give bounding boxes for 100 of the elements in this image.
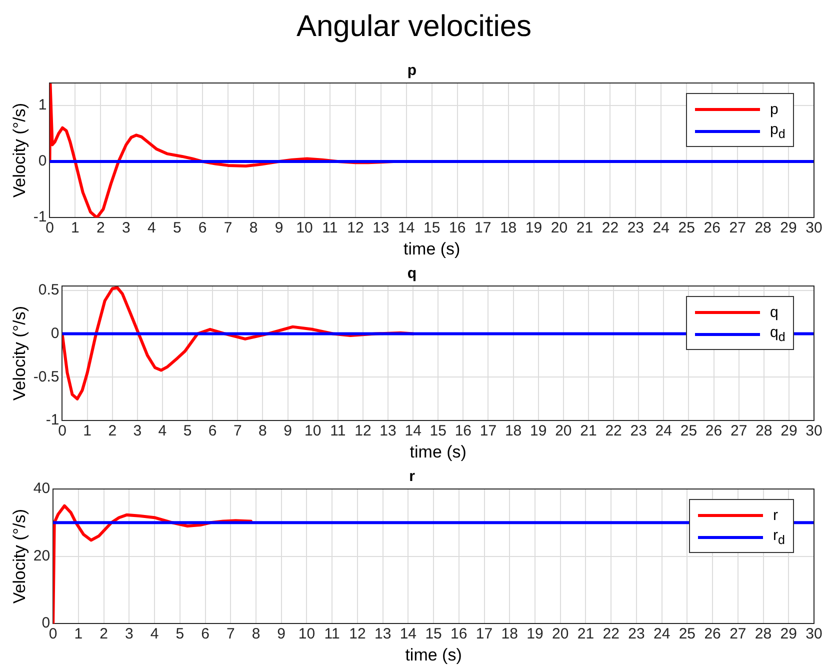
x-tick-label: 9 [284,422,292,440]
x-tick-label: 11 [324,626,340,643]
x-tick-label: 26 [705,422,722,440]
y-axis-title: Velocity (°/s) [10,508,29,604]
x-tick-label: 15 [424,220,440,237]
chart-subtitle: r [409,468,416,486]
x-tick-label: 17 [480,422,497,440]
x-tick-label: 5 [172,220,182,237]
x-tick-label: 24 [655,422,672,440]
x-tick-label: 8 [249,220,258,237]
x-tick-label: 27 [730,422,748,440]
y-tick-label: 40 [33,480,50,498]
x-tick-label: 24 [653,626,670,643]
x-tick-label: 12 [347,220,364,237]
x-tick-label: 29 [780,626,797,643]
x-tick-label: 29 [780,422,798,440]
x-tick-label: 3 [122,220,130,237]
x-tick-label: 20 [555,422,572,440]
legend-label: p$_{d}$ [770,121,786,141]
x-tick-label: 4 [150,626,159,643]
y-tick-label: -0.5 [33,368,60,386]
legend-label: q [770,304,778,320]
x-tick-label: 8 [252,626,260,643]
chart-subtitle: p [407,62,417,80]
x-tick-label: 9 [274,220,284,237]
y-tick-label: 20 [33,547,50,564]
x-tick-label: 30 [806,220,822,237]
x-tick-label: 19 [530,422,547,440]
x-tick-label: 19 [526,626,544,643]
x-tick-label: 30 [806,422,822,440]
x-tick-label: 10 [304,422,322,440]
x-tick-label: 5 [176,626,184,643]
x-tick-label: 22 [602,220,619,237]
x-tick-label: 14 [398,220,415,237]
x-tick-label: 8 [258,422,267,440]
legend-label: p [770,100,778,118]
x-axis-title: time (s) [410,442,466,462]
x-tick-label: 12 [349,626,366,643]
x-tick-label: 16 [449,220,466,237]
x-tick-label: 18 [501,626,518,643]
x-tick-label: 2 [96,220,105,237]
x-tick-label: 13 [372,220,390,237]
x-tick-label: 21 [577,626,594,643]
x-tick-label: 3 [125,626,134,643]
y-tick-label: 0.5 [38,281,60,298]
chart-title: Angular velocities [295,10,533,44]
x-tick-label: 16 [454,422,472,440]
y-tick-label: 0 [50,324,60,342]
x-tick-label: 29 [780,220,797,237]
x-tick-label: 25 [678,626,696,643]
x-tick-label: 18 [504,422,522,440]
x-tick-label: 23 [627,220,644,237]
x-tick-label: 16 [450,626,468,643]
x-tick-label: 3 [133,422,142,440]
x-tick-label: 20 [552,626,569,643]
x-tick-label: 11 [322,220,338,237]
x-tick-label: 22 [605,422,622,440]
x-tick-label: 14 [404,422,422,440]
y-tick-label: -1 [33,208,47,226]
y-tick-label: -1 [46,412,60,429]
x-tick-label: 6 [208,422,217,440]
x-axis-title: time (s) [405,645,462,664]
x-tick-label: 7 [224,220,232,237]
legend-label: q$_{d}$ [770,324,786,344]
y-tick-label: 0 [42,614,50,632]
x-tick-label: 1 [83,422,92,440]
x-tick-label: 6 [201,626,210,643]
y-tick-label: 0 [38,152,47,170]
x-tick-label: 4 [158,422,167,440]
x-tick-label: 21 [580,422,597,440]
x-tick-label: 15 [430,422,446,440]
x-tick-label: 23 [628,626,645,643]
legend-label: r$_{d}$ [773,527,785,547]
x-axis-title: time (s) [404,239,460,258]
x-tick-label: 10 [298,626,316,643]
x-tick-label: 14 [400,626,417,643]
x-tick-label: 30 [806,626,822,643]
legend-label: r [773,506,778,524]
x-tick-label: 28 [754,626,772,643]
x-tick-label: 20 [550,220,568,237]
x-tick-label: 26 [704,626,721,643]
x-tick-label: 27 [729,220,746,237]
x-tick-label: 17 [476,626,493,643]
x-tick-label: 27 [730,626,746,643]
x-tick-label: 9 [277,626,286,643]
x-tick-label: 13 [374,626,392,643]
x-tick-label: 19 [525,220,542,237]
y-axis-title: Velocity (°/s) [10,306,29,401]
x-tick-label: 1 [74,626,83,643]
x-tick-label: 18 [500,220,517,237]
y-axis-title: Velocity (°/s) [10,102,29,198]
x-tick-label: 25 [678,220,695,237]
x-tick-label: 4 [147,220,156,237]
x-tick-label: 22 [602,626,620,643]
x-tick-label: 24 [652,220,670,237]
x-tick-label: 26 [704,220,720,237]
x-tick-label: 23 [630,422,647,440]
chart-subtitle: q [407,265,417,282]
x-tick-label: 1 [71,220,80,237]
x-tick-label: 15 [425,626,442,643]
